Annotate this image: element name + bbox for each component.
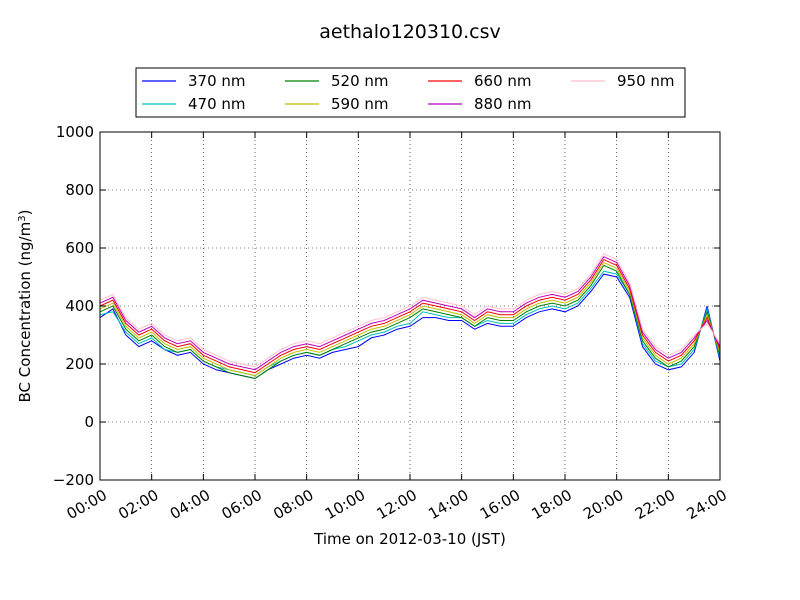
series-line-370-nm <box>99 273 721 380</box>
y-tick-label: 800 <box>65 181 94 199</box>
legend-label: 950 nm <box>617 72 675 90</box>
series-line-590-nm <box>99 261 721 377</box>
y-axis-label-sup: 3 <box>17 215 28 221</box>
legend-frame <box>135 67 686 118</box>
gridlines <box>100 132 720 480</box>
series-layer <box>99 253 721 380</box>
series-line-660-nm <box>99 258 721 374</box>
y-tick-label: 600 <box>65 239 94 257</box>
series-line-950-nm <box>99 253 721 368</box>
legend-label: 370 nm <box>188 72 246 90</box>
series-line-520-nm <box>99 264 721 380</box>
y-tick-labels: −200 0 200 400 600 800 1000 <box>53 123 94 489</box>
legend-label: 520 nm <box>331 72 389 90</box>
y-axis-label-tail: ) <box>16 210 34 216</box>
x-axis-label: Time on 2012-03-10 (JST) <box>313 530 506 548</box>
y-tick-label: 400 <box>65 297 94 315</box>
y-axis-label-main: BC Concentration (ng/m <box>16 222 34 403</box>
y-tick-label: 1000 <box>56 123 94 141</box>
legend: 370 nm 470 nm 520 nm 590 nm 660 nm 880 nm 950 … <box>135 67 686 118</box>
y-axis-label: BC Concentration (ng/m3) <box>16 210 34 403</box>
legend-label: 660 nm <box>474 72 532 90</box>
legend-label: 590 nm <box>331 95 389 113</box>
ticks <box>99 131 721 481</box>
y-tick-label: 200 <box>65 355 94 373</box>
series-line-880-nm <box>99 256 721 371</box>
legend-label: 470 nm <box>188 95 246 113</box>
chart-title: aethalo120310.csv <box>319 21 501 43</box>
y-tick-label: −200 <box>53 471 94 489</box>
legend-label: 880 nm <box>474 95 532 113</box>
y-tick-label: 0 <box>84 413 94 431</box>
